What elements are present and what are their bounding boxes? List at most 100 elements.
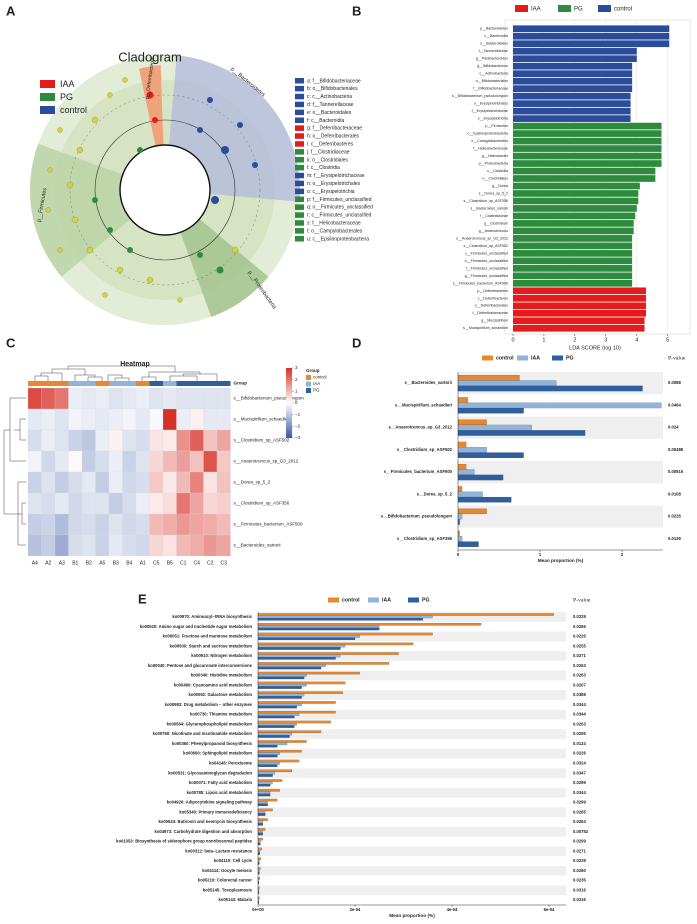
category-label: s__Bifidobacterium_pseudolongum	[381, 514, 452, 519]
p-value: 0.0316	[573, 887, 586, 892]
heatmap-cell	[68, 492, 83, 515]
tree-nodes	[45, 77, 239, 303]
p-value-title: P-value	[573, 597, 591, 603]
bar	[257, 617, 423, 621]
category-label: c__Clostridia	[487, 169, 508, 173]
p-value: 0.0255	[573, 731, 586, 736]
bar	[257, 830, 263, 833]
bar	[513, 55, 637, 63]
heatmap-cell	[162, 408, 177, 431]
legend-swatch	[558, 5, 571, 12]
taxon-swatch	[295, 180, 304, 187]
bar	[457, 486, 463, 492]
category-label: ko00360: Phenylpropanoid biosynthesis	[172, 741, 253, 746]
category-label: ko04110: Cell cycle	[214, 858, 253, 863]
row-stripe	[258, 748, 566, 759]
bar	[257, 691, 343, 694]
heatmap-cell	[27, 492, 42, 515]
p-value: 0.0263	[573, 819, 586, 824]
heatmap-cell	[81, 408, 96, 431]
row-label: s__Bifidobacterium_pseudolongum	[234, 396, 305, 401]
bar	[257, 652, 399, 655]
heatmap-cell	[135, 387, 150, 410]
category-label: ko00071: Fatty acid metabolism	[189, 780, 252, 785]
category-label: ko00983: Drug metabolism − other enzymes	[165, 702, 253, 707]
heatmap-cell	[122, 408, 137, 431]
bar	[457, 441, 467, 448]
taxon-swatch	[295, 125, 304, 131]
bar	[257, 703, 302, 707]
bar	[457, 375, 520, 381]
heatmap-cell	[189, 492, 204, 515]
heatmap-cell	[95, 429, 110, 452]
taxon-swatch	[295, 164, 304, 171]
bar	[513, 40, 670, 48]
heatmap-cell	[203, 387, 218, 410]
taxon-label: j: f__Clostridiaceae	[306, 149, 350, 155]
row-label: s__Mucispirillum_schaedleri	[234, 417, 290, 422]
color-bar	[286, 368, 292, 438]
bar	[257, 852, 261, 855]
bar	[513, 287, 647, 295]
heatmap-cell	[216, 429, 231, 452]
heatmap-cell	[122, 492, 137, 515]
bar	[513, 130, 662, 137]
category-label: o__Deferribacterales	[475, 304, 509, 308]
x-tick-label: 6e-04	[544, 907, 555, 912]
taxon-swatch	[295, 157, 304, 163]
x-tick-label: 2	[621, 552, 624, 557]
heatmap-cell	[81, 387, 96, 410]
p-value: 0.0235	[573, 878, 586, 883]
bar	[513, 137, 662, 145]
legend-label: control	[313, 375, 327, 380]
heatmap-cell	[203, 513, 218, 536]
category-label: s__Clostridium_sp_ASF356	[397, 536, 453, 541]
legend-swatch	[408, 597, 419, 603]
category-label: f__Helicobacteraceae	[473, 147, 508, 151]
legend-title: Group	[306, 368, 320, 373]
bar	[513, 265, 633, 272]
taxon-swatch	[295, 228, 304, 234]
group-bar	[190, 381, 204, 386]
category-label: f__Tannerellaceae	[479, 49, 508, 53]
legend-label: control	[342, 597, 360, 603]
bar	[257, 654, 341, 658]
category-label: s__Dorea_sp_5_2	[479, 191, 508, 195]
category-label: ko00910: Nitrogen metabolism	[191, 653, 252, 658]
heatmap-cell	[149, 534, 164, 557]
p-value: 0.0464	[668, 402, 681, 407]
plot-frame	[504, 19, 691, 335]
taxon-swatch	[295, 117, 304, 123]
colorbar-tick-label: −3	[295, 435, 301, 440]
category-label: ko05340: Primary immunodeficiency	[179, 809, 252, 814]
bar	[257, 840, 261, 843]
category-label: p__Deferribacteres	[477, 289, 508, 293]
cladogram-drawing	[29, 55, 301, 325]
heatmap-cell	[68, 471, 83, 494]
taxon-label: n: o__Erysipelotrichales	[307, 181, 361, 187]
x-axis-label: Mean proportion (%)	[538, 558, 584, 563]
group-bar	[55, 381, 69, 386]
category-label: ko00460: Cyanoamino acid metabolism	[174, 682, 252, 687]
taxon-label: k: o__Clostridiales	[307, 157, 348, 163]
category-label: o__Erysipelotrichales	[474, 102, 508, 106]
heatmap-cell	[135, 450, 150, 473]
bar	[513, 302, 647, 310]
bar	[257, 615, 433, 619]
heatmap-cell	[176, 408, 191, 431]
taxon-label: i: c__Deferribacteres	[307, 142, 354, 148]
taxon-swatch	[295, 78, 304, 84]
bar	[257, 750, 302, 753]
bar	[457, 513, 463, 520]
bar	[513, 220, 634, 227]
p-value: 0.0260	[573, 868, 586, 873]
bar	[257, 676, 305, 680]
legend-label: control	[60, 105, 87, 115]
category-label: s__Bacteroides_sartorii	[470, 206, 508, 210]
heatmap-cell	[81, 429, 96, 452]
bar	[257, 742, 288, 746]
bar	[257, 674, 307, 677]
bar	[257, 740, 307, 743]
legend-label: PG	[313, 388, 320, 393]
bar	[457, 407, 524, 414]
